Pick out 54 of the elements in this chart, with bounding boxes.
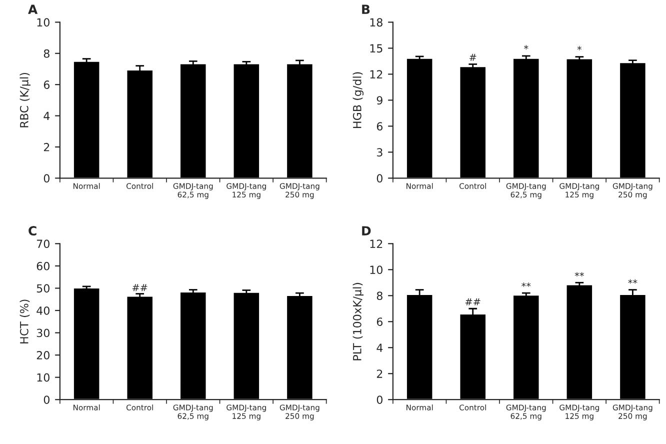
bar — [232, 292, 260, 400]
y-tick-label: 18 — [370, 18, 382, 27]
chart-title: D — [362, 226, 371, 236]
y-tick-label: 6 — [376, 122, 383, 131]
y-tick-label: 10 — [37, 18, 50, 27]
y-axis-title: PLT (100xK/μl) — [352, 282, 364, 360]
y-axis-title: HGB (g/dl) — [352, 72, 364, 128]
y-tick-label: 2 — [44, 142, 50, 152]
bar — [512, 294, 540, 400]
annotation: * — [524, 45, 528, 50]
y-tick-label: 50 — [36, 284, 50, 293]
y-tick-label: 20 — [36, 351, 50, 360]
annotation: # — [470, 54, 476, 61]
y-axis-title: RBC (K/μl) — [20, 72, 31, 128]
y-tick-label: 6 — [376, 318, 383, 326]
y-tick-label: 70 — [36, 240, 50, 248]
annotation: * — [577, 46, 582, 50]
y-tick-label: 8 — [376, 292, 382, 300]
y-axis-title: HCT (%) — [20, 300, 30, 344]
y-tick-label: 9 — [376, 96, 382, 105]
annotation: ** — [522, 282, 531, 287]
y-tick-label: 2 — [376, 370, 382, 378]
chart-title: A — [28, 4, 38, 14]
y-tick-label: 0 — [44, 396, 50, 404]
bar — [179, 291, 208, 400]
y-tick-label: 30 — [36, 328, 50, 338]
bar — [286, 294, 314, 400]
y-tick-label: 12 — [370, 70, 382, 78]
annotation: ## — [465, 298, 480, 306]
y-tick-label: 0 — [376, 396, 382, 404]
bar — [565, 284, 594, 400]
chart-title: C — [28, 226, 36, 236]
y-tick-label: 10 — [370, 266, 382, 274]
bar — [406, 294, 434, 400]
y-tick-label: 10 — [37, 373, 50, 382]
bar — [72, 287, 101, 400]
bar — [618, 294, 647, 400]
chart-title: B — [362, 4, 370, 14]
y-tick-label: 15 — [370, 44, 382, 53]
y-tick-label: 4 — [376, 344, 383, 352]
y-tick-label: 12 — [370, 240, 382, 248]
annotation: ** — [574, 272, 584, 277]
bar — [458, 313, 487, 400]
bar — [126, 295, 154, 400]
y-tick-label: 4 — [44, 112, 50, 120]
y-tick-label: 8 — [44, 49, 50, 58]
y-tick-label: 3 — [376, 148, 382, 157]
y-tick-label: 40 — [36, 306, 50, 315]
y-tick-label: 60 — [36, 262, 50, 270]
annotation: ** — [628, 279, 638, 284]
y-tick-label: 6 — [44, 80, 50, 89]
annotation: ## — [132, 284, 148, 292]
y-tick-label: 0 — [44, 174, 50, 183]
y-tick-label: 0 — [376, 174, 382, 183]
